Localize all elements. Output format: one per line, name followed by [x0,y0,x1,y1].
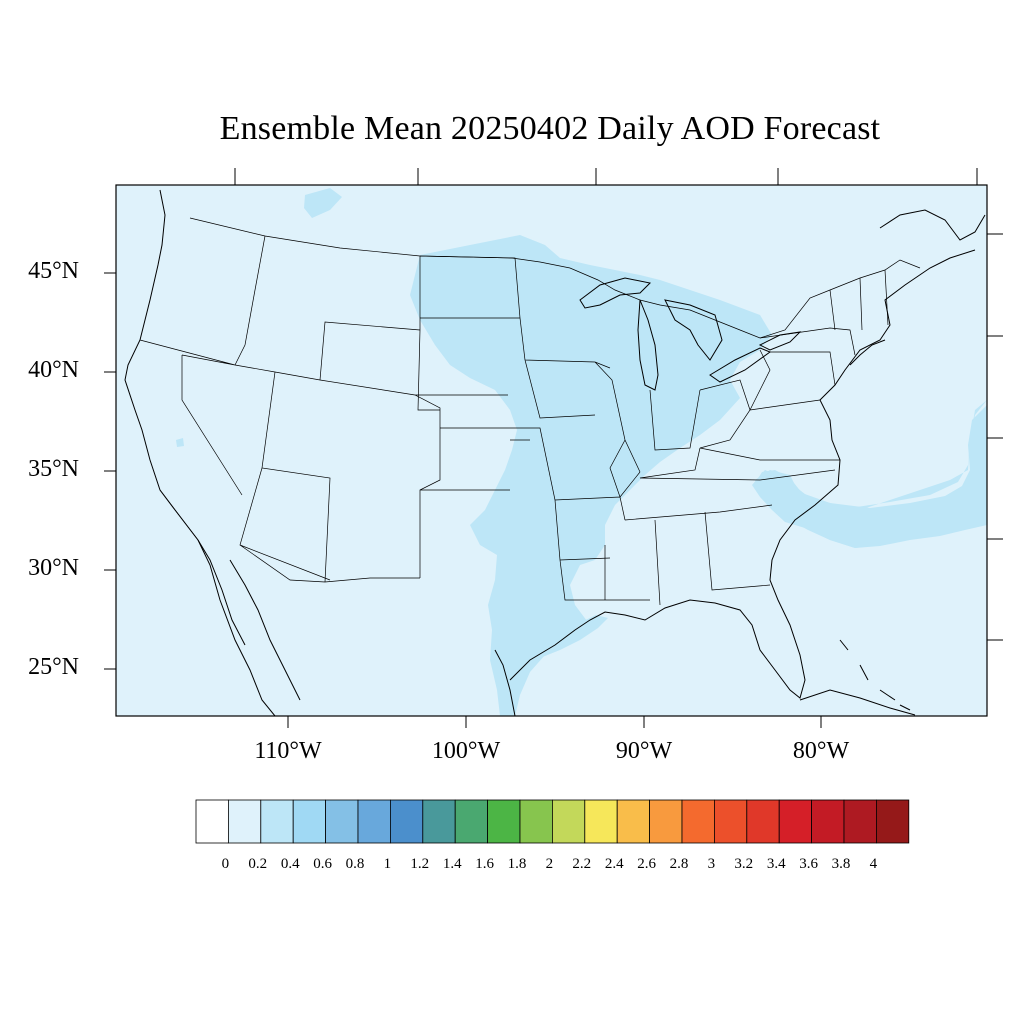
colorbar-label: 0.4 [280,856,300,872]
lon-label-110w: 110°W [254,738,322,764]
map-frame [115,184,988,717]
colorbar-label: 0 [221,856,230,872]
colorbar-swatch [357,799,391,844]
colorbar-label: 2.2 [572,856,592,872]
colorbar-swatch [422,799,456,844]
colorbar-label: 1.8 [507,856,527,872]
colorbar-swatch [746,799,780,844]
colorbar-swatch [811,799,845,844]
colorbar-swatch [227,799,262,844]
colorbar-swatch [519,799,553,844]
lon-label-80w: 80°W [792,738,850,764]
aod-region-gulf-strip [535,615,608,660]
colorbar-label: 3.2 [734,856,754,872]
tick-marks [104,168,1003,728]
colorbar-label: 4 [869,856,878,872]
aod-region-northern-patch [304,188,342,218]
colorbar-label: 3 [707,856,716,872]
gulf-coastline [509,249,976,699]
colorbar-label: 1 [383,856,392,872]
colorbar-label: 0.2 [248,856,268,872]
colorbar-label: 2 [545,856,554,872]
cuba-coastline [799,689,916,716]
lake-huron [664,299,723,361]
colorbar-label: 0.8 [345,856,365,872]
lat-label-25: 25°N [28,654,79,680]
map-title: Ensemble Mean 20250402 Daily AOD Forecas… [219,110,881,147]
aod-region-sw-dot [176,438,184,447]
colorbar-swatch [778,799,813,844]
colorbar-swatch [260,799,294,844]
bahamas-islands [839,639,911,711]
lat-label-30: 30°N [28,555,79,581]
colorbar-label: 1.4 [442,856,462,872]
lat-label-45: 45°N [28,258,79,284]
colorbar-label: 2.6 [637,856,656,872]
colorbar-label: 2.8 [669,856,689,872]
lake-michigan [637,299,659,391]
lake-superior [579,277,652,309]
colorbar-swatch [876,799,910,844]
west-coastline [124,189,246,646]
colorbar-swatch [552,799,586,844]
colorbar-swatch [325,799,359,844]
lon-label-100w: 100°W [431,738,501,764]
lat-label-40: 40°N [28,357,79,383]
colorbar [195,799,910,844]
colorbar-swatch [292,799,327,844]
colorbar-swatch [714,799,748,844]
colorbar-swatch [681,799,715,844]
colorbar-swatch [389,799,424,844]
lon-label-90w: 90°W [615,738,673,764]
colorbar-swatch [487,799,521,844]
colorbar-label: 0.6 [313,856,332,872]
colorbar-label: 3.8 [831,856,851,872]
colorbar-swatch [616,799,651,844]
colorbar-swatch [843,799,877,844]
aod-region-central-band [410,235,772,716]
colorbar-swatch [584,799,618,844]
colorbar-swatch [454,799,489,844]
colorbar-label: 1.6 [475,856,494,872]
mexico-gulf-coastline [494,649,516,716]
colorbar-label: 2.4 [604,856,624,872]
aod-region-atlantic-plume [754,405,987,548]
colorbar-label: 3.4 [766,856,786,872]
lake-ontario [758,331,802,351]
lat-label-35: 35°N [28,456,79,482]
baja-coastline [197,539,301,716]
colorbar-swatch [195,799,229,844]
colorbar-label: 3.6 [799,856,818,872]
northeast-coastline [849,209,986,366]
colorbar-swatch [649,799,683,844]
colorbar-label: 1.2 [410,856,430,872]
state-lines [139,235,889,606]
